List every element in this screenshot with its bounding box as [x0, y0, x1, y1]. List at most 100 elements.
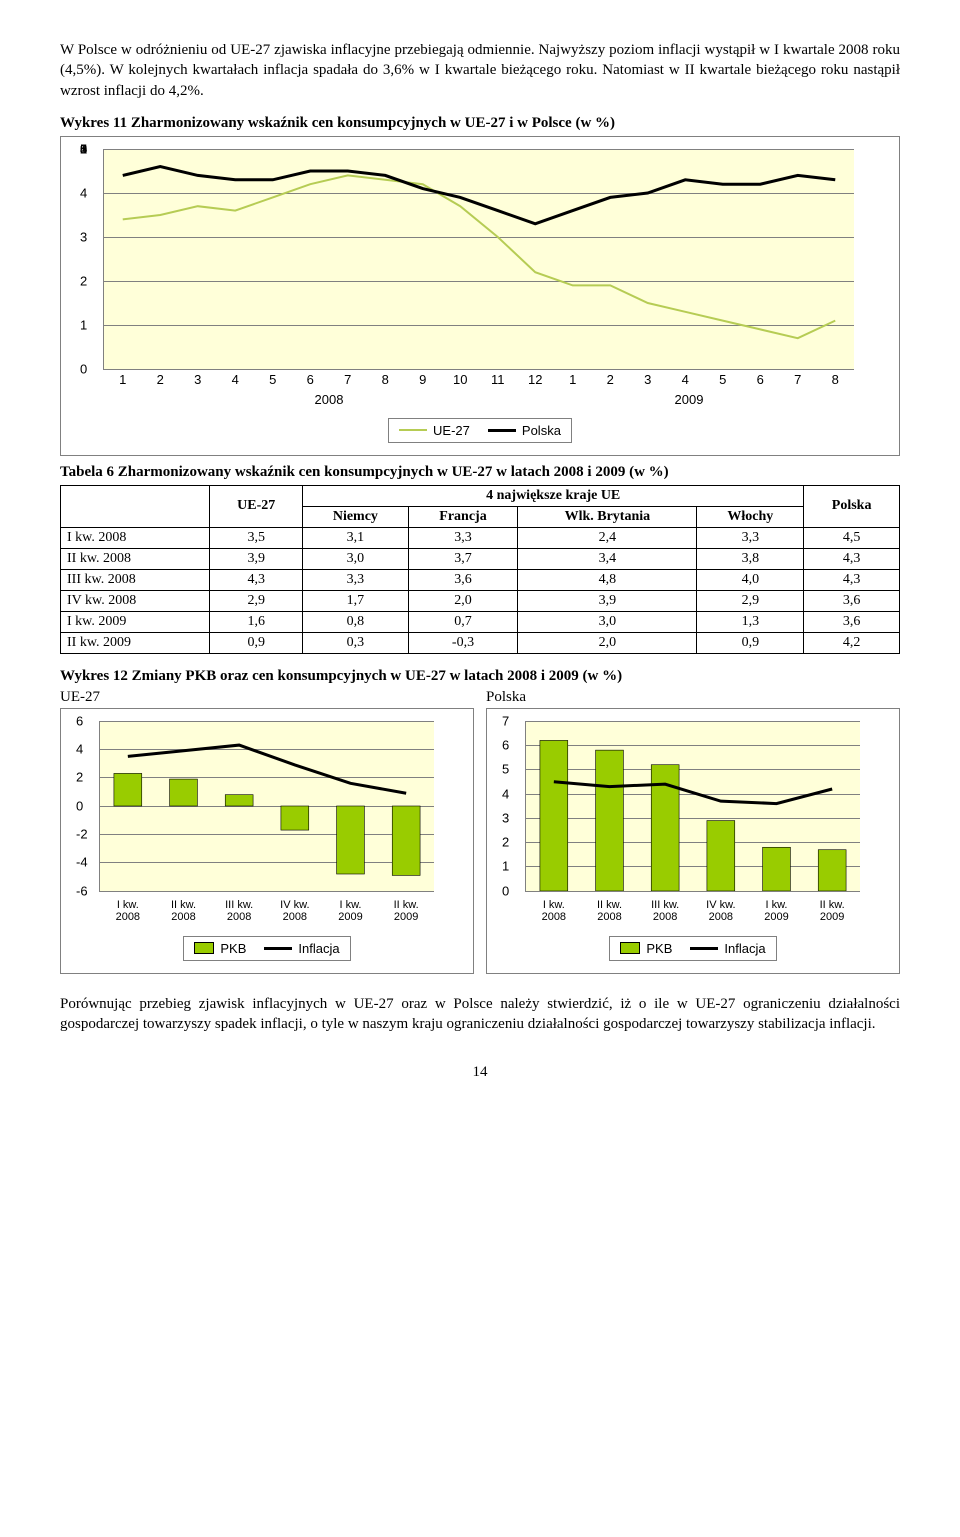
- legend-label: Inflacja: [298, 941, 339, 956]
- xtick: 4: [682, 372, 689, 387]
- cell: II kw. 2008: [61, 548, 210, 569]
- legend: PKB Inflacja: [183, 936, 350, 961]
- xtick: I kw.2008: [529, 899, 579, 923]
- cell: 3,5: [210, 527, 303, 548]
- cell: 1,6: [210, 611, 303, 632]
- table-row: I kw. 20083,53,13,32,43,34,5: [61, 527, 900, 548]
- bar: [225, 794, 253, 805]
- cell: 3,3: [697, 527, 804, 548]
- ytick: 3: [80, 229, 87, 244]
- cell: 2,9: [210, 590, 303, 611]
- xtick: 7: [794, 372, 801, 387]
- xtick: 1: [119, 372, 126, 387]
- ytick: 2: [80, 273, 87, 288]
- ytick: 0: [76, 798, 83, 813]
- cell: 2,0: [408, 590, 518, 611]
- ytick: 2: [76, 770, 83, 785]
- table-row: II kw. 20090,90,3-0,32,00,94,2: [61, 632, 900, 653]
- ytick: -6: [76, 883, 88, 898]
- bar: [818, 849, 846, 890]
- cell: 4,3: [804, 569, 900, 590]
- xtick: I kw.2008: [103, 899, 153, 923]
- col-sub: Wlk. Brytania: [518, 506, 697, 527]
- cell: 3,6: [408, 569, 518, 590]
- xtick: 3: [194, 372, 201, 387]
- ytick: 3: [502, 810, 509, 825]
- table-row: IV kw. 20082,91,72,03,92,93,6: [61, 590, 900, 611]
- bar: [392, 806, 420, 875]
- cell: 3,8: [697, 548, 804, 569]
- ytick: 6: [76, 713, 83, 728]
- table-row: III kw. 20084,33,33,64,84,04,3: [61, 569, 900, 590]
- cell: 3,3: [303, 569, 408, 590]
- xtick: 1: [569, 372, 576, 387]
- bar: [763, 847, 791, 891]
- bar: [596, 750, 624, 891]
- xtick: III kw.2008: [214, 899, 264, 923]
- cell: 3,4: [518, 548, 697, 569]
- xtick: 9: [419, 372, 426, 387]
- cell: 3,0: [303, 548, 408, 569]
- xtick: 11: [491, 372, 505, 387]
- xtick: 8: [832, 372, 839, 387]
- cell: I kw. 2009: [61, 611, 210, 632]
- xtick: III kw.2008: [640, 899, 690, 923]
- xtick: II kw.2009: [381, 899, 431, 923]
- xtick: 10: [453, 372, 467, 387]
- legend-chart11: UE-27Polska: [388, 418, 572, 443]
- cell: 1,3: [697, 611, 804, 632]
- bar: [540, 740, 568, 891]
- xtick: II kw.2008: [159, 899, 209, 923]
- cell: 3,7: [408, 548, 518, 569]
- ytick: -4: [76, 855, 88, 870]
- legend-label: Inflacja: [724, 941, 765, 956]
- legend-label: UE-27: [433, 423, 470, 438]
- ytick: 4: [76, 742, 83, 757]
- bar: [337, 806, 365, 874]
- bar: [170, 779, 198, 806]
- paragraph-final: Porównując przebieg zjawisk inflacyjnych…: [60, 994, 900, 1035]
- cell: 0,3: [303, 632, 408, 653]
- ytick: 0: [502, 883, 509, 898]
- xtick: 7: [344, 372, 351, 387]
- ytick: 5: [502, 762, 509, 777]
- paragraph-intro: W Polsce w odróżnieniu od UE-27 zjawiska…: [60, 40, 900, 101]
- cell: 3,9: [518, 590, 697, 611]
- legend: PKB Inflacja: [609, 936, 776, 961]
- page-number: 14: [60, 1064, 900, 1081]
- ytick: 1: [502, 859, 509, 874]
- ytick: 7: [502, 713, 509, 728]
- cell: III kw. 2008: [61, 569, 210, 590]
- table-row: II kw. 20083,93,03,73,43,84,3: [61, 548, 900, 569]
- cell: 3,9: [210, 548, 303, 569]
- ytick: 4: [502, 786, 509, 801]
- ytick: 5: [80, 141, 87, 156]
- cell: 3,6: [804, 611, 900, 632]
- ytick: 6: [502, 738, 509, 753]
- ytick: -2: [76, 827, 88, 842]
- xgroup-2009: 2009: [675, 392, 704, 407]
- cell: 4,2: [804, 632, 900, 653]
- ytick: 0: [80, 361, 87, 376]
- ytick: 4: [80, 185, 87, 200]
- col-polska: Polska: [804, 485, 900, 527]
- table-row: I kw. 20091,60,80,73,01,33,6: [61, 611, 900, 632]
- subheader-polska: Polska: [486, 689, 900, 706]
- xtick: 3: [644, 372, 651, 387]
- cell: 0,9: [210, 632, 303, 653]
- cell: 3,1: [303, 527, 408, 548]
- xtick: I kw.2009: [326, 899, 376, 923]
- xtick: 4: [232, 372, 239, 387]
- legend-label: PKB: [220, 941, 246, 956]
- xtick: 5: [269, 372, 276, 387]
- cell: 3,3: [408, 527, 518, 548]
- xtick: 6: [307, 372, 314, 387]
- cell: IV kw. 2008: [61, 590, 210, 611]
- legend-label: PKB: [646, 941, 672, 956]
- cell: 2,0: [518, 632, 697, 653]
- cell: II kw. 2009: [61, 632, 210, 653]
- xtick: 5: [719, 372, 726, 387]
- xtick: 6: [757, 372, 764, 387]
- bar: [114, 773, 142, 806]
- caption-wykres-12: Wykres 12 Zmiany PKB oraz cen konsumpcyj…: [60, 668, 900, 685]
